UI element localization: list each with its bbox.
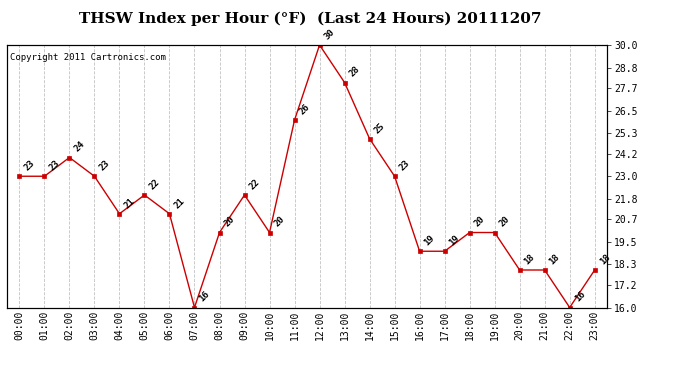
Text: 20: 20	[222, 215, 237, 229]
Text: 28: 28	[348, 65, 362, 79]
Text: 22: 22	[148, 177, 161, 191]
Text: 23: 23	[97, 159, 111, 172]
Text: 18: 18	[598, 252, 611, 266]
Text: 26: 26	[297, 102, 311, 116]
Text: 18: 18	[522, 252, 537, 266]
Text: 30: 30	[322, 27, 337, 41]
Text: 19: 19	[448, 234, 462, 248]
Text: 23: 23	[397, 159, 411, 172]
Text: 20: 20	[473, 215, 486, 229]
Text: 20: 20	[273, 215, 286, 229]
Text: 19: 19	[422, 234, 437, 248]
Text: 18: 18	[548, 252, 562, 266]
Text: 20: 20	[497, 215, 511, 229]
Text: Copyright 2011 Cartronics.com: Copyright 2011 Cartronics.com	[10, 53, 166, 62]
Text: 22: 22	[248, 177, 262, 191]
Text: THSW Index per Hour (°F)  (Last 24 Hours) 20111207: THSW Index per Hour (°F) (Last 24 Hours)…	[79, 11, 542, 26]
Text: 23: 23	[48, 159, 61, 172]
Text: 23: 23	[22, 159, 37, 172]
Text: 24: 24	[72, 140, 86, 154]
Text: 21: 21	[122, 196, 137, 210]
Text: 16: 16	[573, 290, 586, 304]
Text: 21: 21	[172, 196, 186, 210]
Text: 25: 25	[373, 121, 386, 135]
Text: 16: 16	[197, 290, 211, 304]
